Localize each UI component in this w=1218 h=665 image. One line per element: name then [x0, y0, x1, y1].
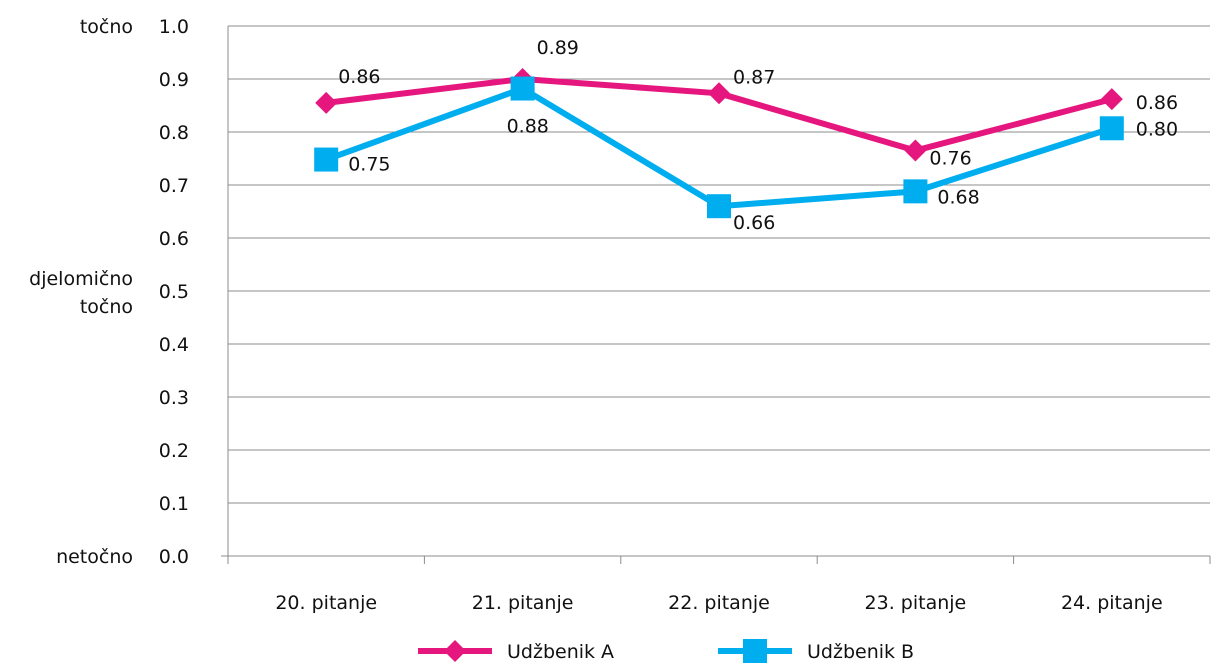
y-tick-label: 0.7 — [159, 175, 189, 197]
y-tick-label: 0.3 — [159, 387, 189, 409]
x-tick-label: 21. pitanje — [472, 592, 574, 614]
data-point — [314, 147, 339, 172]
y-tick-label: 0.2 — [159, 440, 189, 462]
y-axis-ticks: 0.0 0.1 0.2 0.3 0.4 0.5 0.6 0.7 0.8 0.9 1.0 — [159, 16, 189, 568]
data-point — [1099, 116, 1124, 141]
x-tick-label: 23. pitanje — [865, 592, 967, 614]
data-label: 0.68 — [937, 186, 979, 208]
x-tick-label: 20. pitanje — [275, 592, 377, 614]
y-tick-label: 0.8 — [159, 122, 189, 144]
data-point — [315, 91, 338, 114]
data-point — [904, 139, 927, 162]
data-point — [1100, 88, 1123, 111]
data-label: 0.80 — [1136, 118, 1178, 140]
data-label: 0.76 — [929, 148, 971, 170]
y-tick-label: 0.0 — [159, 546, 189, 568]
x-axis-ticks: 20. pitanje 21. pitanje 22. pitanje 23. pit… — [275, 592, 1162, 614]
y-tick-label: 0.4 — [159, 334, 189, 356]
data-label: 0.75 — [348, 154, 390, 176]
data-point — [510, 76, 535, 101]
legend-label: Udžbenik B — [807, 641, 914, 663]
gridlines — [228, 25, 1210, 504]
y-axis-annotations: točno djelomično točno netočno — [29, 16, 133, 568]
data-label: 0.66 — [733, 212, 775, 234]
x-tick-label: 22. pitanje — [668, 592, 770, 614]
axes — [221, 26, 1211, 564]
data-label: 0.86 — [1136, 92, 1178, 114]
data-label: 0.89 — [537, 37, 579, 59]
series-line — [325, 85, 1113, 210]
y-annotation: točno — [80, 16, 133, 38]
legend: Udžbenik A Udžbenik B — [418, 639, 914, 663]
y-tick-label: 0.9 — [159, 69, 189, 91]
y-tick-label: 0.5 — [159, 281, 189, 303]
y-annotation: netočno — [56, 546, 133, 568]
series-group: 0.86 0.89 0.87 0.76 0.86 0.75 0.88 0.66 0.68 0.80 — [314, 37, 1178, 234]
data-label: 0.87 — [733, 66, 775, 88]
data-point — [903, 179, 928, 204]
y-tick-label: 0.1 — [159, 493, 189, 515]
legend-marker — [444, 640, 466, 662]
data-label: 0.88 — [507, 116, 549, 138]
y-tick-label: 1.0 — [159, 16, 189, 38]
y-annotation: djelomično točno — [29, 268, 133, 318]
y-tick-label: 0.6 — [159, 228, 189, 250]
legend-label: Udžbenik A — [507, 641, 614, 663]
data-point — [707, 194, 731, 219]
data-point — [708, 82, 730, 105]
legend-marker — [743, 639, 767, 663]
data-label: 0.86 — [338, 66, 380, 88]
x-tick-label: 24. pitanje — [1061, 592, 1163, 614]
